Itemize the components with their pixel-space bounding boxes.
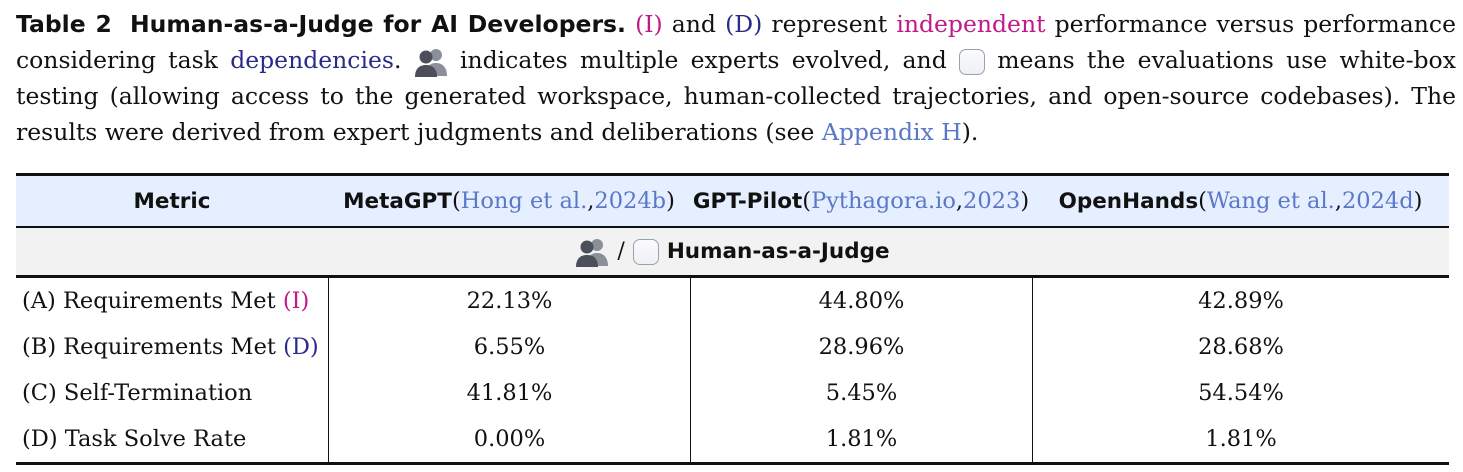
caption-label: Table 2	[16, 10, 112, 38]
table-row: (B) Requirements Met (D) 6.55% 28.96% 28…	[16, 324, 1449, 370]
multiple-experts-icon	[414, 46, 448, 78]
appendix-link[interactable]: Appendix H	[821, 118, 962, 146]
table-subheader-row: / Human-as-a-Judge	[16, 228, 1449, 278]
value-cell: 54.54%	[1032, 370, 1449, 416]
metric-tag: (D)	[283, 334, 319, 360]
value-cell: 41.81%	[328, 370, 690, 416]
white-box-icon	[632, 238, 659, 265]
header-gpt-pilot: GPT-Pilot (Pythagora.io, 2023)	[690, 176, 1032, 226]
results-table: Metric MetaGPT (Hong et al., 2024b) GPT-…	[16, 173, 1449, 465]
paren: )	[1020, 188, 1030, 214]
table-row: (D) Task Solve Rate 0.00% 1.81% 1.81%	[16, 416, 1449, 462]
table-row: (C) Self-Termination 41.81% 5.45% 54.54%	[16, 370, 1449, 416]
caption-text-1: and	[662, 10, 726, 38]
value-cell: 28.96%	[690, 324, 1032, 370]
subheader-slash: /	[617, 239, 625, 264]
value-cell: 28.68%	[1032, 324, 1449, 370]
caption-text-7: ).	[961, 118, 979, 146]
value-cell: 5.45%	[690, 370, 1032, 416]
caption-tag-d: (D)	[725, 10, 763, 38]
value-cell: 0.00%	[328, 416, 690, 462]
caption-text-6: means the evaluations use white-box test…	[16, 46, 1456, 146]
metric-cell: (B) Requirements Met (D)	[16, 324, 328, 370]
header-name: OpenHands	[1058, 188, 1199, 214]
value-cell: 6.55%	[328, 324, 690, 370]
header-openhands: OpenHands (Wang et al., 2024d)	[1032, 176, 1449, 226]
separator: ,	[587, 188, 595, 214]
value-cell: 42.89%	[1032, 278, 1449, 324]
subheader-title: Human-as-a-Judge	[666, 239, 890, 264]
paren: (	[802, 188, 812, 214]
separator: ,	[1334, 188, 1342, 214]
citation-author[interactable]: Pythagora.io	[811, 188, 956, 214]
metric-label: (B) Requirements Met	[22, 334, 276, 360]
white-box-icon	[959, 48, 985, 75]
value-cell: 1.81%	[690, 416, 1032, 462]
header-metric: Metric	[133, 188, 211, 214]
caption-text-2: represent	[762, 10, 897, 38]
value-cell: 22.13%	[328, 278, 690, 324]
caption-text-3: performance versus performance consideri…	[16, 10, 1456, 74]
metric-label: (A) Requirements Met	[22, 288, 276, 314]
table-row: (A) Requirements Met (I) 22.13% 44.80% 4…	[16, 278, 1449, 324]
metric-cell: (C) Self-Termination	[16, 370, 328, 416]
metric-label: (D) Task Solve Rate	[22, 426, 247, 452]
paren: )	[1413, 188, 1423, 214]
separator: ,	[955, 188, 964, 214]
citation-author[interactable]: Wang et al.	[1206, 188, 1335, 214]
paren: (	[451, 188, 461, 214]
caption-independent: independent	[896, 10, 1046, 38]
multiple-experts-icon	[575, 236, 609, 268]
paren: )	[666, 188, 675, 214]
header-name: GPT-Pilot	[692, 188, 803, 214]
header-metagpt: MetaGPT (Hong et al., 2024b)	[328, 176, 690, 226]
caption-tag-i: (I)	[635, 10, 663, 38]
citation-year[interactable]: 2024d	[1341, 188, 1414, 214]
citation-year[interactable]: 2024b	[594, 188, 667, 214]
citation-author[interactable]: Hong et al.	[460, 188, 588, 214]
paren: (	[1198, 188, 1207, 214]
table-caption: Table 2 Human-as-a-Judge for AI Develope…	[16, 6, 1456, 150]
citation-year[interactable]: 2023	[963, 188, 1021, 214]
caption-dependencies: dependencies	[230, 46, 394, 74]
value-cell: 1.81%	[1032, 416, 1449, 462]
metric-cell: (A) Requirements Met (I)	[16, 278, 328, 324]
header-name: MetaGPT	[343, 188, 452, 214]
value-cell: 44.80%	[690, 278, 1032, 324]
table-header-row: Metric MetaGPT (Hong et al., 2024b) GPT-…	[16, 176, 1449, 228]
caption-text-4: .	[393, 46, 414, 74]
metric-tag: (I)	[282, 288, 310, 314]
caption-text-5: indicates multiple experts evolved, and	[459, 46, 959, 74]
metric-cell: (D) Task Solve Rate	[16, 416, 328, 462]
caption-title: Human-as-a-Judge for AI Developers.	[130, 10, 626, 38]
metric-label: (C) Self-Termination	[22, 380, 253, 406]
